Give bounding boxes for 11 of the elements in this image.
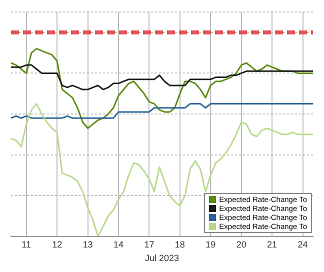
x-tick-label: 11 bbox=[22, 239, 32, 250]
x-tick-label: 21 bbox=[267, 239, 278, 250]
x-tick-label: 12 bbox=[52, 239, 62, 250]
x-tick-label: 24 bbox=[298, 239, 308, 250]
x-tick-label: 14 bbox=[113, 239, 124, 250]
x-tick-label: 18 bbox=[174, 239, 185, 250]
x-axis-title: Jul 2023 bbox=[144, 253, 180, 264]
x-tick-label: 19 bbox=[206, 239, 216, 250]
x-tick-label: 20 bbox=[236, 239, 246, 250]
x-tick-label: 17 bbox=[144, 239, 154, 250]
x-tick-label: 13 bbox=[82, 239, 93, 250]
